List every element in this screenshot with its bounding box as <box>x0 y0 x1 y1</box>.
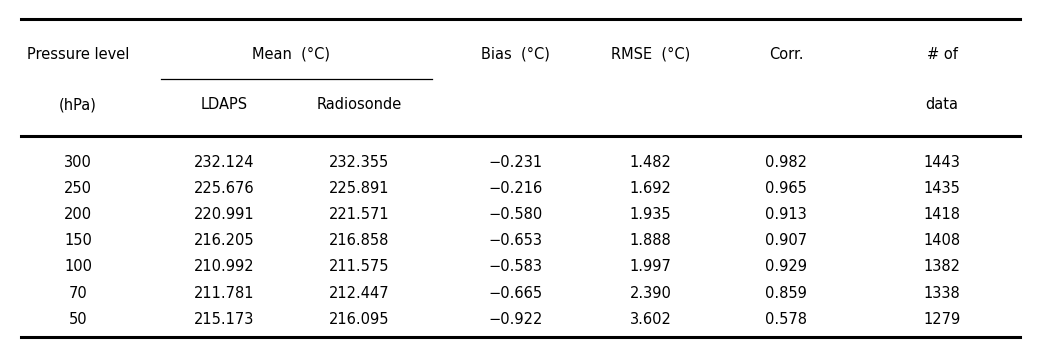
Text: 100: 100 <box>65 260 92 274</box>
Text: 1.888: 1.888 <box>630 233 671 248</box>
Text: 0.929: 0.929 <box>765 260 807 274</box>
Text: 1408: 1408 <box>923 233 961 248</box>
Text: −0.665: −0.665 <box>488 286 542 300</box>
Text: 3.602: 3.602 <box>630 312 671 327</box>
Text: 150: 150 <box>65 233 92 248</box>
Text: 225.891: 225.891 <box>329 181 389 196</box>
Text: 232.355: 232.355 <box>329 155 389 170</box>
Text: Bias  (°C): Bias (°C) <box>481 47 550 61</box>
Text: 1382: 1382 <box>923 260 961 274</box>
Text: 1.997: 1.997 <box>630 260 671 274</box>
Text: 1443: 1443 <box>923 155 961 170</box>
Text: 50: 50 <box>69 312 87 327</box>
Text: 232.124: 232.124 <box>194 155 254 170</box>
Text: 1.935: 1.935 <box>630 207 671 222</box>
Text: −0.922: −0.922 <box>488 312 542 327</box>
Text: 1435: 1435 <box>923 181 961 196</box>
Text: 0.578: 0.578 <box>765 312 807 327</box>
Text: −0.231: −0.231 <box>488 155 542 170</box>
Text: 221.571: 221.571 <box>329 207 389 222</box>
Text: 215.173: 215.173 <box>194 312 254 327</box>
Text: −0.653: −0.653 <box>488 233 542 248</box>
Text: LDAPS: LDAPS <box>200 97 248 112</box>
Text: 0.859: 0.859 <box>765 286 807 300</box>
Text: 70: 70 <box>69 286 87 300</box>
Text: 225.676: 225.676 <box>194 181 254 196</box>
Text: Mean  (°C): Mean (°C) <box>253 47 330 61</box>
Text: 0.907: 0.907 <box>765 233 807 248</box>
Text: 210.992: 210.992 <box>194 260 254 274</box>
Text: 1.482: 1.482 <box>630 155 671 170</box>
Text: −0.583: −0.583 <box>488 260 542 274</box>
Text: 1338: 1338 <box>923 286 961 300</box>
Text: 211.781: 211.781 <box>194 286 254 300</box>
Text: Pressure level: Pressure level <box>27 47 129 61</box>
Text: 2.390: 2.390 <box>630 286 671 300</box>
Text: 216.205: 216.205 <box>194 233 254 248</box>
Text: 216.095: 216.095 <box>329 312 389 327</box>
Text: 250: 250 <box>65 181 92 196</box>
Text: 300: 300 <box>65 155 92 170</box>
Text: 0.982: 0.982 <box>765 155 807 170</box>
Text: 1418: 1418 <box>923 207 961 222</box>
Text: 211.575: 211.575 <box>329 260 389 274</box>
Text: 1279: 1279 <box>923 312 961 327</box>
Text: Corr.: Corr. <box>768 47 804 61</box>
Text: −0.580: −0.580 <box>488 207 542 222</box>
Text: 0.913: 0.913 <box>765 207 807 222</box>
Text: 212.447: 212.447 <box>329 286 389 300</box>
Text: 200: 200 <box>64 207 93 222</box>
Text: −0.216: −0.216 <box>488 181 542 196</box>
Text: 1.692: 1.692 <box>630 181 671 196</box>
Text: 220.991: 220.991 <box>194 207 254 222</box>
Text: 216.858: 216.858 <box>329 233 389 248</box>
Text: Radiosonde: Radiosonde <box>316 97 402 112</box>
Text: # of: # of <box>926 47 958 61</box>
Text: RMSE  (°C): RMSE (°C) <box>611 47 690 61</box>
Text: (hPa): (hPa) <box>59 97 97 112</box>
Text: 0.965: 0.965 <box>765 181 807 196</box>
Text: data: data <box>925 97 959 112</box>
